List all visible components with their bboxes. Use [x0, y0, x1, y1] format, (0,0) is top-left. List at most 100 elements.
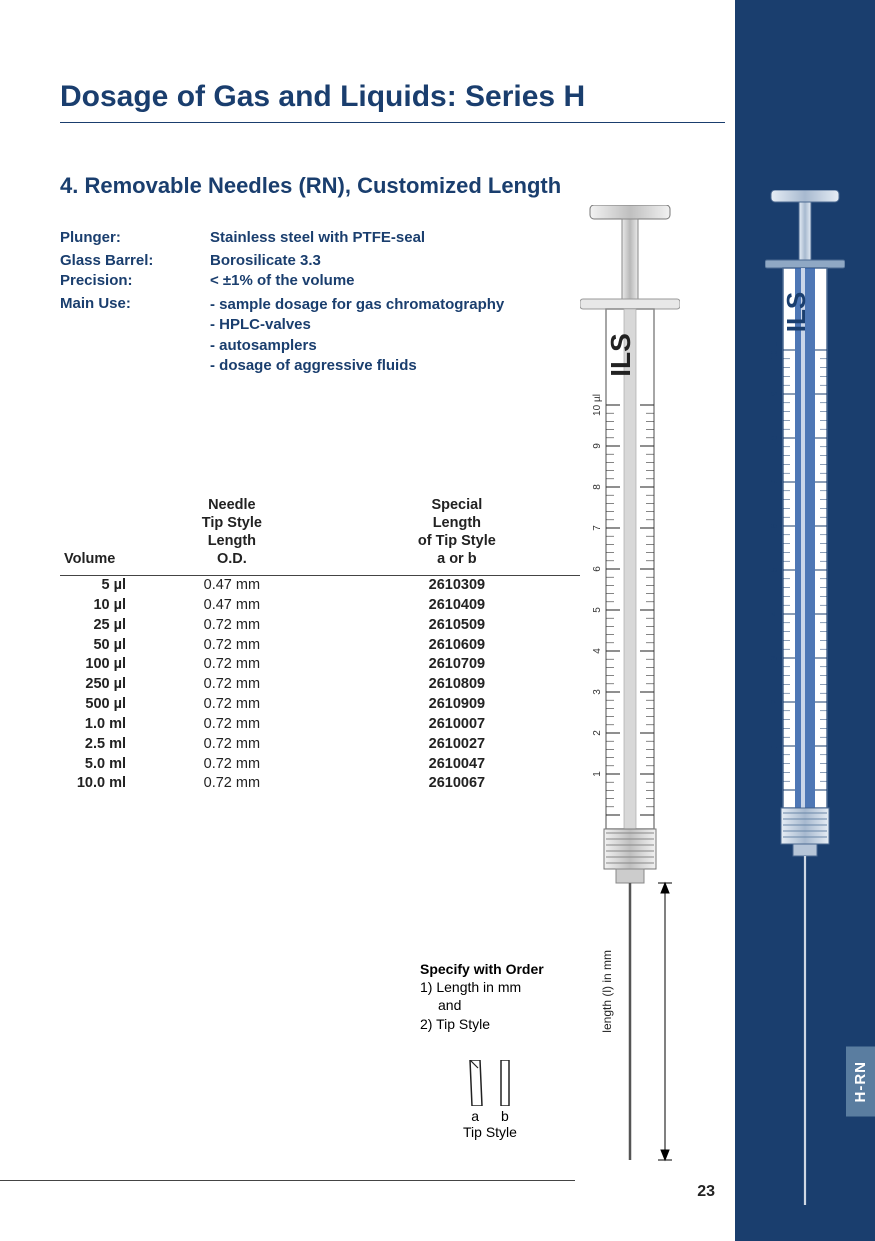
spec-value: < ±1% of the volume	[210, 272, 355, 289]
tip-a-label: a	[471, 1108, 479, 1124]
table-row: 1.0 ml 0.72 mm 2610007	[60, 714, 580, 734]
side-tab: H-RN	[846, 1047, 875, 1117]
cell-od: 0.72 mm	[130, 615, 334, 635]
svg-text:2: 2	[769, 699, 779, 704]
sidebar: 12345678910 µl ILS H-RN	[735, 0, 875, 1241]
table-row: 500 µl 0.72 mm 2610909	[60, 695, 580, 715]
order-heading: Specify with Order	[420, 960, 544, 978]
content-area: Dosage of Gas and Liquids: Series H 4. R…	[0, 0, 735, 1241]
svg-text:4: 4	[769, 611, 779, 616]
cell-od: 0.72 mm	[130, 695, 334, 715]
svg-text:1: 1	[769, 743, 779, 748]
page-number: 23	[697, 1183, 715, 1201]
cell-volume: 1.0 ml	[60, 714, 130, 734]
table-row: 10.0 ml 0.72 mm 2610067	[60, 774, 580, 794]
data-table-wrap: Volume NeedleTip StyleLengthO.D. Special…	[60, 496, 580, 794]
col-volume: Volume	[60, 496, 130, 575]
svg-text:8: 8	[592, 484, 603, 490]
cell-volume: 250 µl	[60, 675, 130, 695]
cell-code: 2610909	[334, 695, 580, 715]
col-needle: NeedleTip StyleLengthO.D.	[130, 496, 334, 575]
svg-text:8: 8	[769, 435, 779, 440]
cell-code: 2610709	[334, 655, 580, 675]
cell-od: 0.47 mm	[130, 575, 334, 595]
cell-volume: 5 µl	[60, 575, 130, 595]
svg-text:3: 3	[592, 689, 603, 695]
spec-label: Glass Barrel:	[60, 252, 210, 269]
svg-text:4: 4	[592, 648, 603, 654]
svg-text:5: 5	[592, 607, 603, 613]
cell-od: 0.72 mm	[130, 714, 334, 734]
svg-text:2: 2	[592, 730, 603, 736]
svg-text:3: 3	[769, 655, 779, 660]
syringe-diagram-main: 12345678910 µl ILS	[580, 205, 680, 1165]
cell-volume: 5.0 ml	[60, 754, 130, 774]
cell-od: 0.72 mm	[130, 774, 334, 794]
cell-od: 0.72 mm	[130, 754, 334, 774]
cell-code: 2610047	[334, 754, 580, 774]
svg-text:10 µl: 10 µl	[592, 394, 603, 416]
cell-code: 2610609	[334, 635, 580, 655]
cell-code: 2610809	[334, 675, 580, 695]
tip-label: Tip Style	[450, 1124, 530, 1140]
spec-use-list: - sample dosage for gas chromatography -…	[210, 295, 504, 376]
brand-label: ILS	[605, 333, 636, 377]
cell-od: 0.72 mm	[130, 734, 334, 754]
cell-od: 0.72 mm	[130, 655, 334, 675]
syringe-diagram-side: 12345678910 µl ILS	[765, 190, 845, 1210]
table-body: 5 µl 0.47 mm 261030910 µl 0.47 mm 261040…	[60, 575, 580, 794]
tip-icons	[450, 1060, 530, 1106]
table-row: 250 µl 0.72 mm 2610809	[60, 675, 580, 695]
svg-text:5: 5	[769, 567, 779, 572]
cell-code: 2610067	[334, 774, 580, 794]
table-row: 2.5 ml 0.72 mm 2610027	[60, 734, 580, 754]
cell-volume: 50 µl	[60, 635, 130, 655]
col-special: SpecialLengthof Tip Stylea or b	[334, 496, 580, 575]
spec-value: Borosilicate 3.3	[210, 252, 321, 269]
spec-label: Precision:	[60, 272, 210, 289]
page-title: Dosage of Gas and Liquids: Series H	[60, 80, 725, 123]
svg-text:9: 9	[769, 391, 779, 396]
cell-code: 2610027	[334, 734, 580, 754]
use-item: - autosamplers	[210, 336, 504, 356]
cell-volume: 25 µl	[60, 615, 130, 635]
order-line: and	[420, 996, 544, 1014]
page: Dosage of Gas and Liquids: Series H 4. R…	[0, 0, 875, 1241]
table-row: 10 µl 0.47 mm 2610409	[60, 595, 580, 615]
svg-text:6: 6	[592, 566, 603, 572]
cell-volume: 10.0 ml	[60, 774, 130, 794]
table-row: 5.0 ml 0.72 mm 2610047	[60, 754, 580, 774]
cell-volume: 2.5 ml	[60, 734, 130, 754]
cell-volume: 500 µl	[60, 695, 130, 715]
data-table: Volume NeedleTip StyleLengthO.D. Special…	[60, 496, 580, 794]
order-line: 2) Tip Style	[420, 1015, 544, 1033]
spec-label: Plunger:	[60, 229, 210, 246]
order-note: Specify with Order 1) Length in mm and 2…	[420, 960, 544, 1033]
cell-code: 2610409	[334, 595, 580, 615]
cell-volume: 100 µl	[60, 655, 130, 675]
spec-label: Main Use:	[60, 295, 210, 376]
cell-od: 0.47 mm	[130, 595, 334, 615]
cell-code: 2610309	[334, 575, 580, 595]
cell-od: 0.72 mm	[130, 635, 334, 655]
section-subtitle: 4. Removable Needles (RN), Customized Le…	[60, 173, 725, 199]
use-item: - sample dosage for gas chromatography	[210, 295, 504, 315]
cell-code: 2610509	[334, 615, 580, 635]
table-row: 100 µl 0.72 mm 2610709	[60, 655, 580, 675]
cell-volume: 10 µl	[60, 595, 130, 615]
brand-label-side: ILS	[781, 292, 811, 332]
svg-text:6: 6	[769, 523, 779, 528]
table-row: 5 µl 0.47 mm 2610309	[60, 575, 580, 595]
order-line: 1) Length in mm	[420, 978, 544, 996]
cell-od: 0.72 mm	[130, 675, 334, 695]
table-row: 50 µl 0.72 mm 2610609	[60, 635, 580, 655]
svg-text:7: 7	[769, 479, 779, 484]
svg-text:9: 9	[592, 443, 603, 449]
cell-code: 2610007	[334, 714, 580, 734]
tip-style-diagram: a b Tip Style	[450, 1060, 530, 1140]
svg-text:7: 7	[592, 525, 603, 531]
tip-b-label: b	[501, 1108, 509, 1124]
use-item: - HPLC-valves	[210, 315, 504, 335]
bottom-rule	[0, 1180, 575, 1181]
table-row: 25 µl 0.72 mm 2610509	[60, 615, 580, 635]
